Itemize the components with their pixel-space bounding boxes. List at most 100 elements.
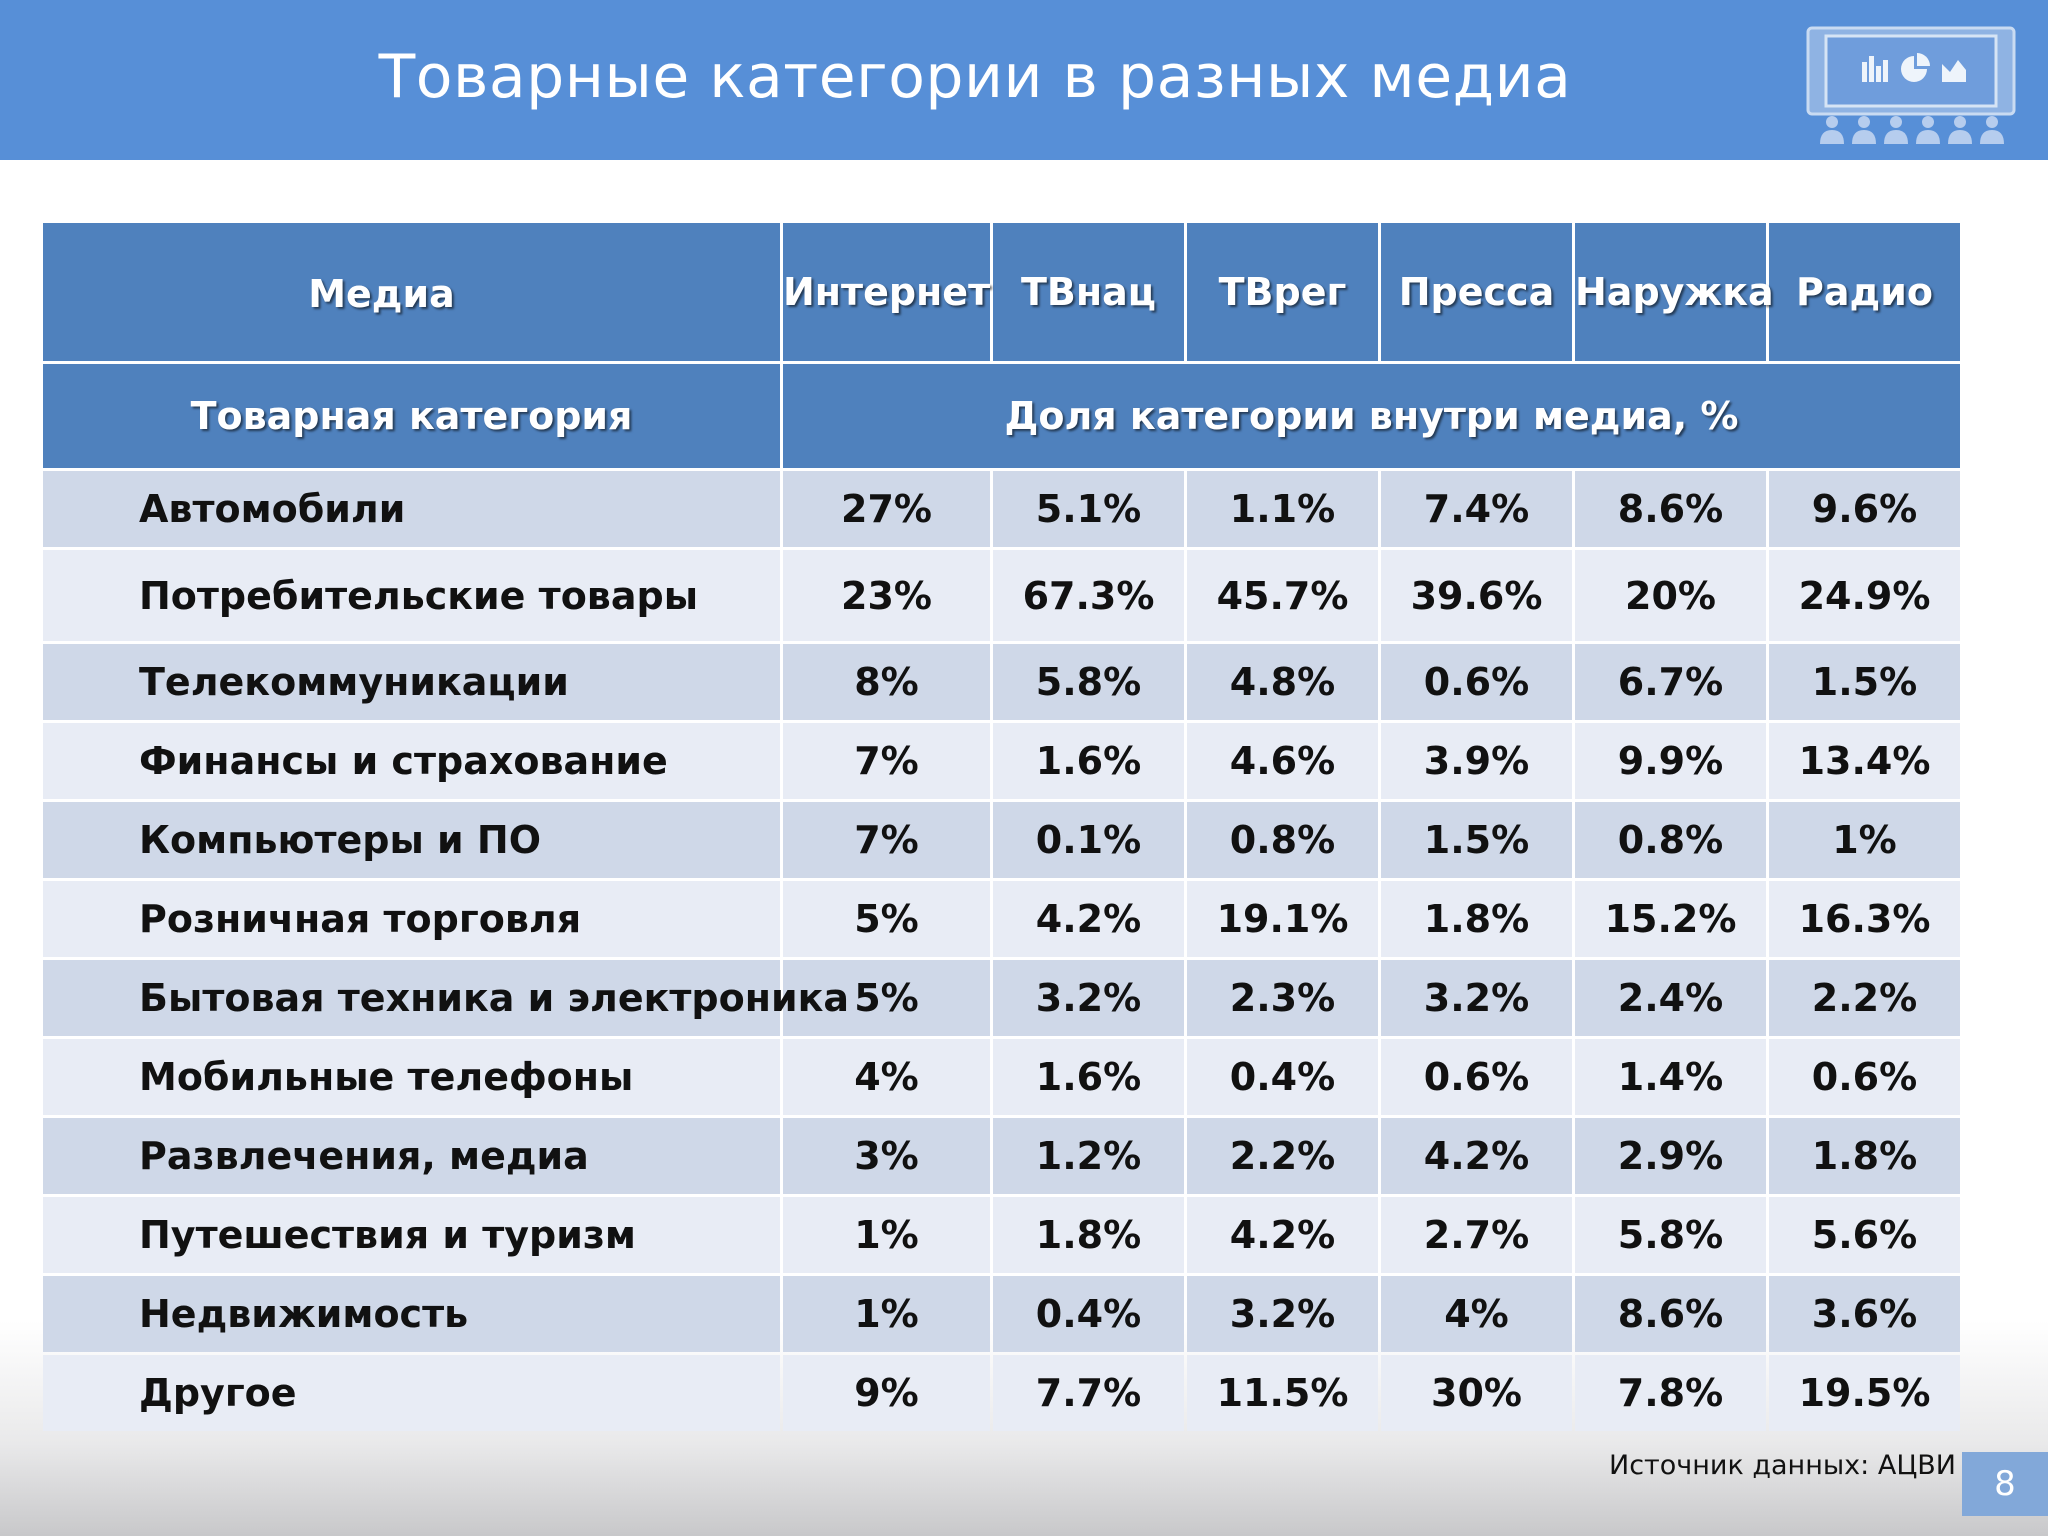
value-cell: 8% [783,644,990,720]
table-row: Другое 9% 7.7% 11.5% 30% 7.8% 19.5% [43,1355,1960,1431]
media-header-label: Медиа [308,272,455,316]
value-cell: 6.7% [1575,644,1766,720]
value-cell: 1% [783,1276,990,1352]
category-cell: Розничная торговля [43,881,780,957]
value-cell: 20% [1575,550,1766,641]
value-cell: 9.9% [1575,723,1766,799]
category-cell: Мобильные телефоны [43,1039,780,1115]
table-row: Автомобили 27% 5.1% 1.1% 7.4% 8.6% 9.6% [43,471,1960,547]
value-cell: 24.9% [1769,550,1960,641]
column-header-press: Пресса [1381,223,1572,361]
value-cell: 1% [783,1197,990,1273]
value-cell: 7.4% [1381,471,1572,547]
source-note: Источник данных: АЦВИ [1609,1450,1956,1481]
value-cell: 8.6% [1575,471,1766,547]
category-header: Товарная категория [43,364,780,468]
value-cell: 0.4% [993,1276,1184,1352]
column-header-internet: Интернет [783,223,990,361]
value-cell: 11.5% [1187,1355,1378,1431]
table-row: Телекоммуникации 8% 5.8% 4.8% 0.6% 6.7% 1.5% [43,644,1960,720]
category-cell: Автомобили [43,471,780,547]
column-header-tv-national: ТВнац [993,223,1184,361]
table-body: Автомобили 27% 5.1% 1.1% 7.4% 8.6% 9.6% Потреби… [43,471,1960,1431]
value-cell: 16.3% [1769,881,1960,957]
value-cell: 19.1% [1187,881,1378,957]
value-cell: 4.6% [1187,723,1378,799]
value-cell: 3.2% [993,960,1184,1036]
value-cell: 19.5% [1769,1355,1960,1431]
value-cell: 7.7% [993,1355,1184,1431]
presentation-audience-icon [1806,26,2016,144]
value-cell: 1.6% [993,723,1184,799]
value-cell: 30% [1381,1355,1572,1431]
value-cell: 3% [783,1118,990,1194]
value-cell: 0.8% [1575,802,1766,878]
value-cell: 1.6% [993,1039,1184,1115]
value-cell: 1.5% [1381,802,1572,878]
value-cell: 0.6% [1381,1039,1572,1115]
category-cell: Путешествия и туризм [43,1197,780,1273]
value-cell: 2.2% [1187,1118,1378,1194]
value-cell: 2.9% [1575,1118,1766,1194]
value-cell: 27% [783,471,990,547]
value-cell: 7% [783,802,990,878]
value-cell: 0.1% [993,802,1184,878]
value-cell: 1.8% [1381,881,1572,957]
value-cell: 5.6% [1769,1197,1960,1273]
value-cell: 2.2% [1769,960,1960,1036]
table-row: Розничная торговля 5% 4.2% 19.1% 1.8% 15.2% 16… [43,881,1960,957]
value-cell: 8.6% [1575,1276,1766,1352]
value-cell: 39.6% [1381,550,1572,641]
subheader-row: Товарная категория Доля категории внутри… [43,364,1960,468]
value-cell: 23% [783,550,990,641]
table-row: Развлечения, медиа 3% 1.2% 2.2% 4.2% 2.9% 1.8% [43,1118,1960,1194]
value-cell: 67.3% [993,550,1184,641]
column-header-tv-regional: ТВрег [1187,223,1378,361]
page-number: 8 [1962,1452,2048,1516]
value-cell: 3.9% [1381,723,1572,799]
media-header-cell: Медиа [43,223,780,361]
slide-title: Товарные категории в разных медиа [378,42,1572,112]
value-cell: 5% [783,881,990,957]
value-cell: 4% [1381,1276,1572,1352]
value-cell: 4.2% [1381,1118,1572,1194]
value-cell: 0.6% [1381,644,1572,720]
table-row: Потребительские товары 23% 67.3% 45.7% 39.6%… [43,550,1960,641]
value-cell: 5.8% [1575,1197,1766,1273]
slide-header: Товарные категории в разных медиа [0,0,2048,160]
value-cell: 13.4% [1769,723,1960,799]
value-cell: 1.5% [1769,644,1960,720]
value-cell: 4% [783,1039,990,1115]
value-cell: 2.4% [1575,960,1766,1036]
value-cell: 4.8% [1187,644,1378,720]
value-cell: 1.8% [1769,1118,1960,1194]
category-cell: Потребительские товары [43,550,780,641]
value-cell: 5.8% [993,644,1184,720]
value-cell: 9% [783,1355,990,1431]
value-cell: 0.4% [1187,1039,1378,1115]
column-header-outdoor: Наружка [1575,223,1774,361]
share-header: Доля категории внутри медиа, % [783,364,1960,468]
value-cell: 0.6% [1769,1039,1960,1115]
value-cell: 7% [783,723,990,799]
value-cell: 2.3% [1187,960,1378,1036]
category-cell: Бытовая техника и электроника [43,960,849,1036]
value-cell: 5% [783,960,990,1036]
category-cell: Развлечения, медиа [43,1118,780,1194]
category-cell: Финансы и страхование [43,723,780,799]
value-cell: 3.2% [1187,1276,1378,1352]
value-cell: 1.8% [993,1197,1184,1273]
table-row: Бытовая техника и электроника 5% 3.2% 2.3% 3… [43,960,1960,1036]
category-cell: Компьютеры и ПО [43,802,780,878]
value-cell: 45.7% [1187,550,1378,641]
value-cell: 5.1% [993,471,1184,547]
value-cell: 1.2% [993,1118,1184,1194]
value-cell: 1.4% [1575,1039,1766,1115]
value-cell: 9.6% [1769,471,1960,547]
value-cell: 3.6% [1769,1276,1960,1352]
category-cell: Недвижимость [43,1276,780,1352]
value-cell: 2.7% [1381,1197,1572,1273]
table-row: Мобильные телефоны 4% 1.6% 0.4% 0.6% 1.4% 0.6% [43,1039,1960,1115]
value-cell: 1% [1769,802,1960,878]
value-cell: 1.1% [1187,471,1378,547]
